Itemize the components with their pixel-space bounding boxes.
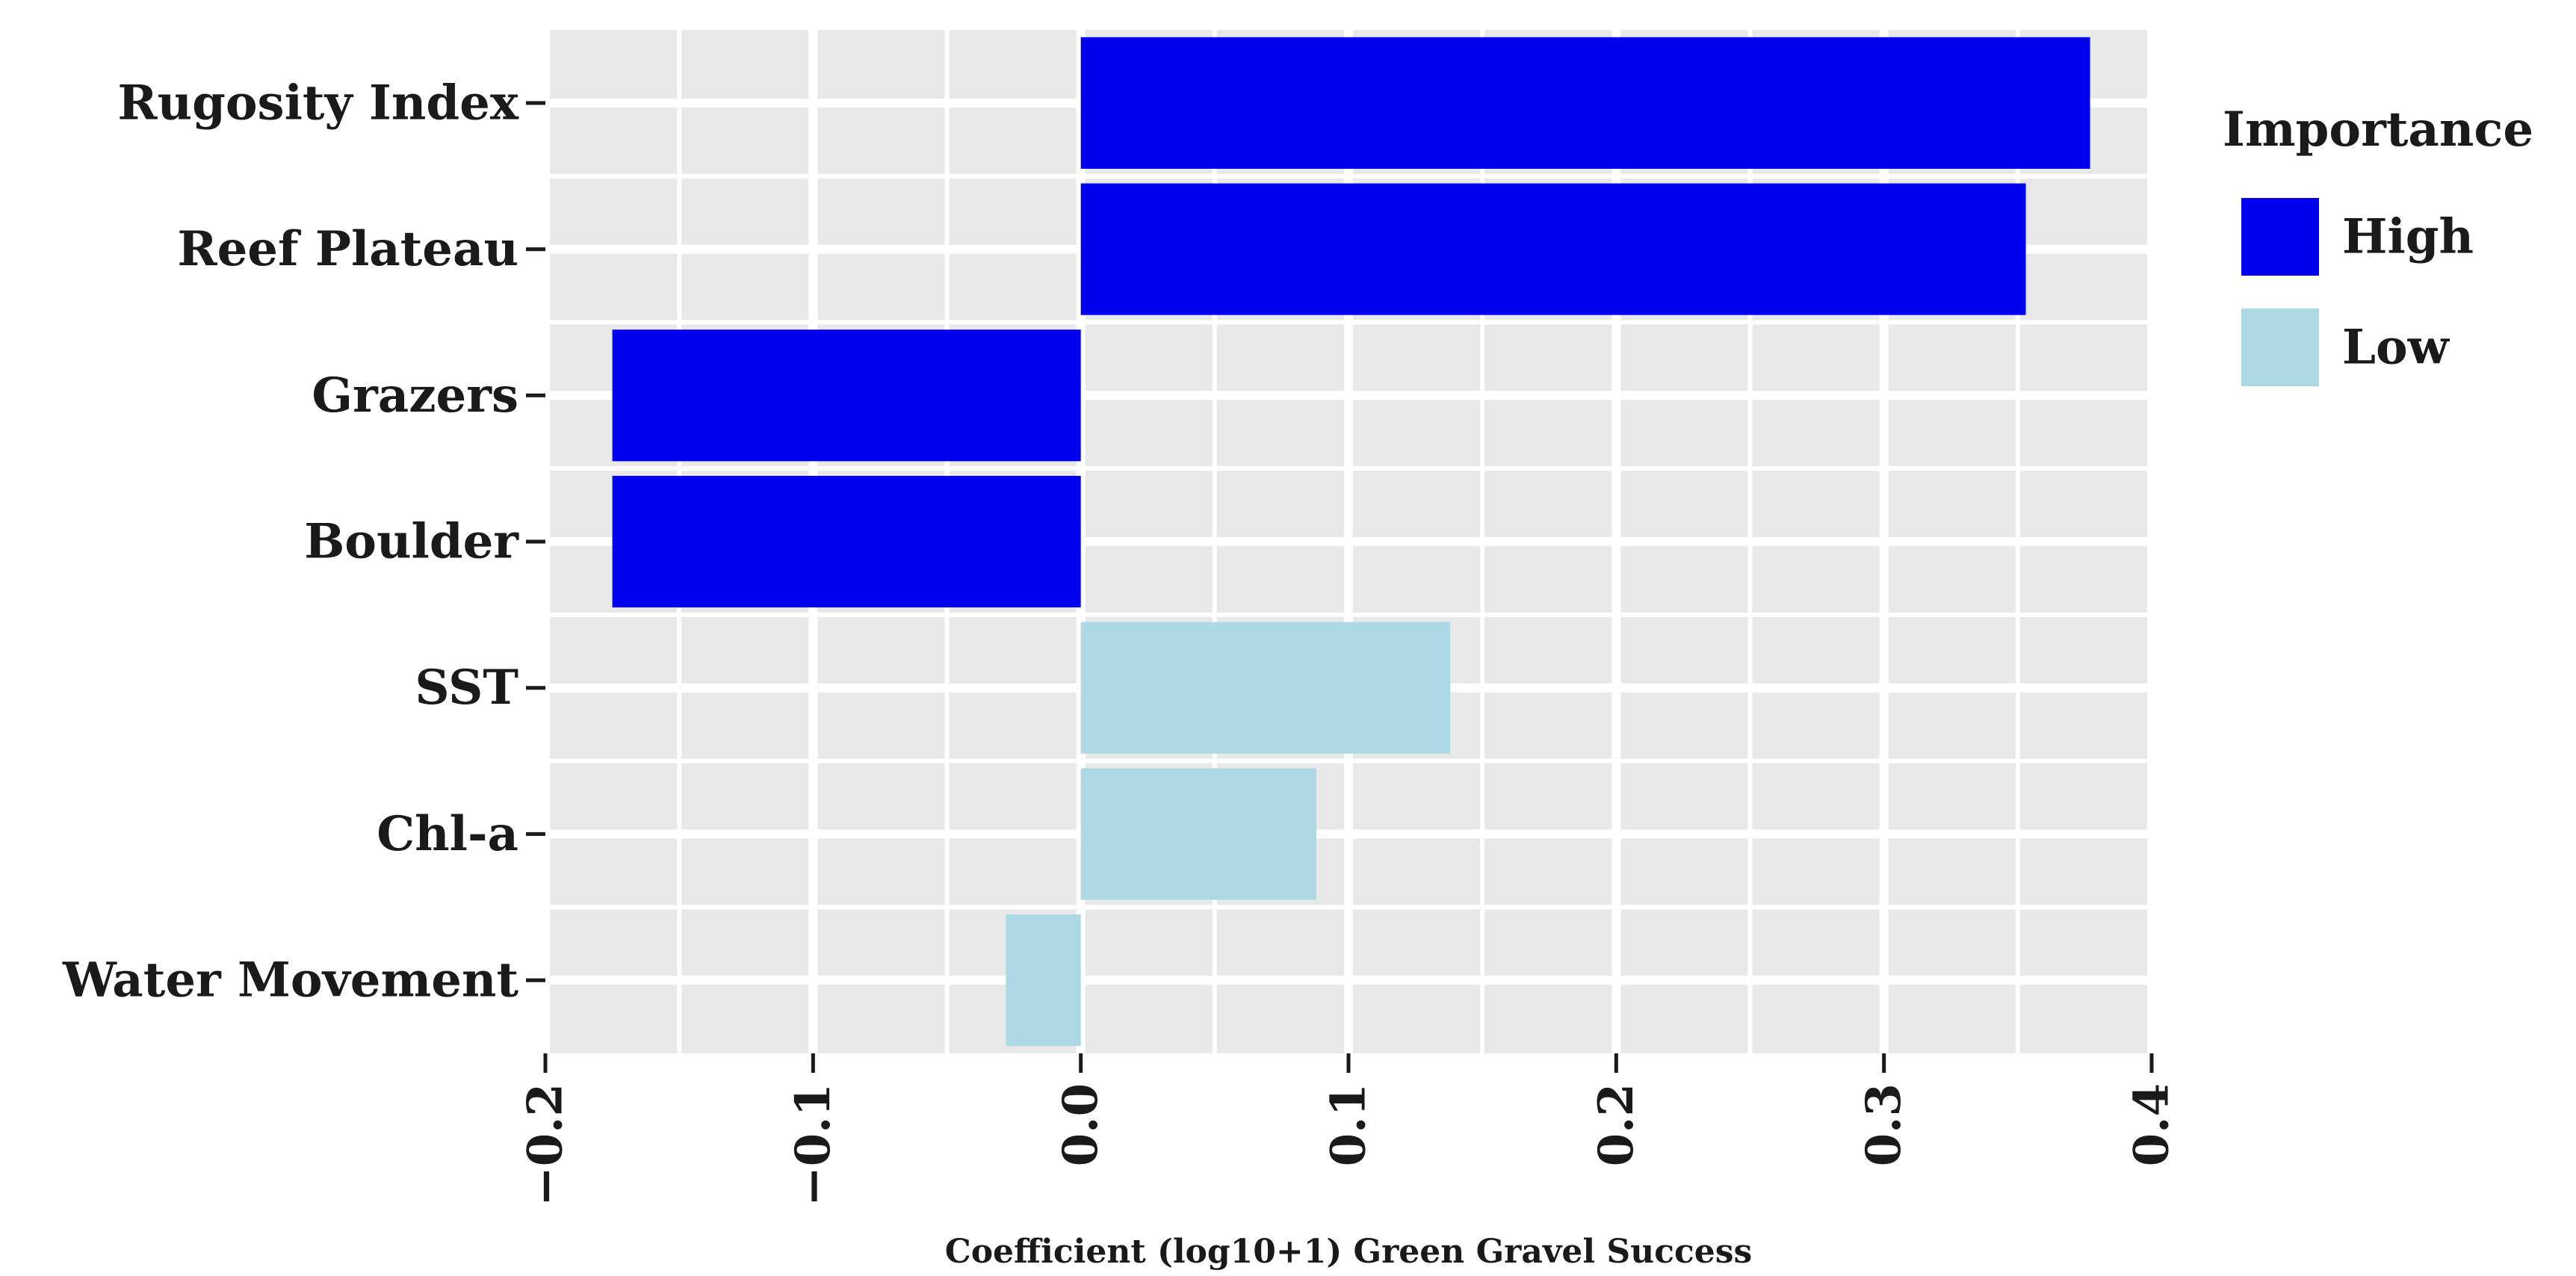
- legend-label: Low: [2342, 320, 2450, 376]
- x-tick-label: −0.1: [785, 1083, 841, 1207]
- category-labels: Rugosity Index Reef Plateau Grazers Boulder…: [62, 75, 545, 1009]
- x-tick-label: 0.3: [1856, 1083, 1912, 1166]
- legend: Importance High Low: [2223, 102, 2533, 386]
- bar: [1080, 768, 1316, 900]
- category-label: Water Movement: [62, 953, 518, 1009]
- bar: [1006, 914, 1081, 1047]
- legend-label: High: [2342, 209, 2474, 265]
- bars: [612, 37, 2090, 1047]
- category-label: Reef Plateau: [177, 221, 518, 277]
- legend-swatch: [2241, 309, 2319, 386]
- legend-title: Importance: [2223, 102, 2533, 158]
- bar: [612, 329, 1081, 462]
- x-tick-label: 0.2: [1588, 1083, 1644, 1166]
- category-label: Chl-a: [377, 806, 518, 862]
- x-axis-label: Coefficient (log10+1) Green Gravel Succe…: [945, 1233, 1753, 1271]
- bar: [1080, 37, 2090, 169]
- bar: [1080, 622, 1451, 754]
- x-tick-label: −0.2: [518, 1083, 574, 1207]
- x-tick-label: 0.1: [1321, 1083, 1377, 1166]
- category-label: SST: [415, 660, 518, 716]
- bar: [612, 475, 1081, 608]
- legend-swatch: [2241, 198, 2319, 276]
- category-label: Rugosity Index: [117, 75, 518, 131]
- bar: [1080, 183, 2026, 315]
- x-axis: −0.2 −0.1 0.0 0.1 0.2 0.3 0.4: [518, 1053, 2180, 1207]
- category-label: Grazers: [312, 368, 518, 424]
- x-tick-label: 0.0: [1053, 1083, 1109, 1166]
- x-tick-label: 0.4: [2124, 1083, 2180, 1166]
- category-label: Boulder: [304, 514, 519, 570]
